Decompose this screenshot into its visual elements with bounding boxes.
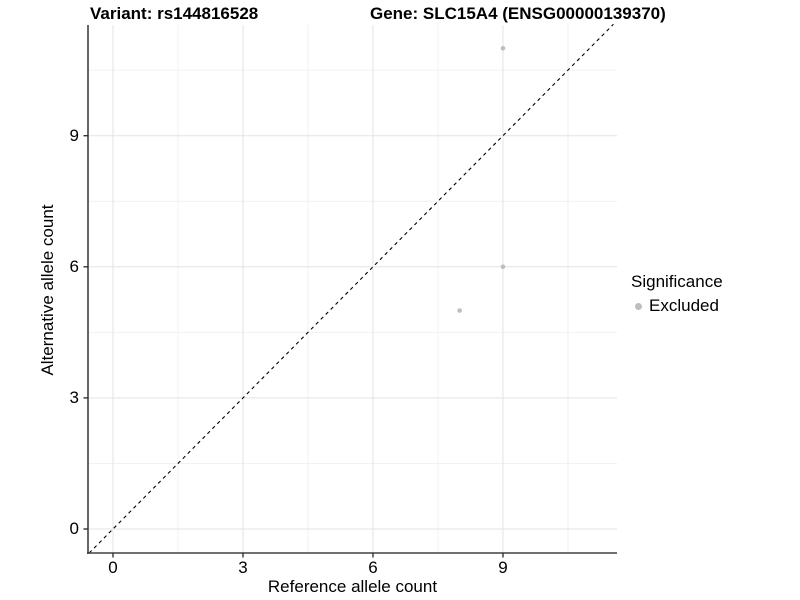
x-tick-label: 3 (238, 558, 248, 577)
data-point (500, 46, 506, 51)
y-tick-label: 9 (69, 125, 79, 145)
y-tick-label: 6 (69, 256, 79, 276)
excluded-point-icon (635, 302, 642, 310)
data-point (500, 264, 506, 270)
legend-title: Significance (631, 272, 723, 291)
x-tick-label: 0 (108, 558, 118, 577)
legend-item-label: Excluded (649, 296, 719, 315)
plot-title-variant: Variant: rs144816528 (90, 4, 259, 23)
legend-key (631, 302, 649, 310)
y-tick-label: 3 (69, 387, 79, 407)
legend: Significance Excluded (631, 272, 723, 316)
identity-line (88, 23, 614, 554)
x-tick-label: 9 (498, 558, 508, 577)
x-axis-label: Reference allele count (267, 577, 438, 596)
x-tick-label: 6 (368, 558, 378, 577)
legend-item-excluded: Excluded (631, 296, 723, 316)
y-axis-label: Alternative allele count (38, 204, 57, 376)
data-point (457, 308, 462, 313)
plot-title-gene: Gene: SLC15A4 (ENSG00000139370) (370, 4, 666, 23)
y-tick-label: 0 (69, 519, 79, 538)
